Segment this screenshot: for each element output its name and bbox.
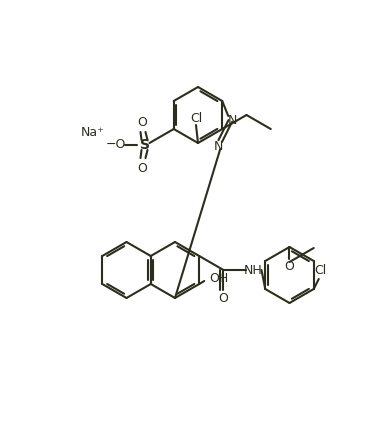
Text: OH: OH: [210, 272, 229, 286]
Text: NH: NH: [244, 264, 263, 277]
Text: Na⁺: Na⁺: [81, 127, 104, 139]
Text: N: N: [227, 114, 237, 127]
Text: S: S: [139, 138, 150, 152]
Text: O: O: [219, 292, 228, 304]
Text: Cl: Cl: [190, 111, 202, 125]
Text: N: N: [214, 139, 223, 153]
Text: −O: −O: [105, 139, 126, 151]
Text: O: O: [138, 116, 147, 128]
Text: O: O: [138, 162, 147, 175]
Text: Cl: Cl: [315, 264, 327, 278]
Text: O: O: [285, 261, 295, 274]
